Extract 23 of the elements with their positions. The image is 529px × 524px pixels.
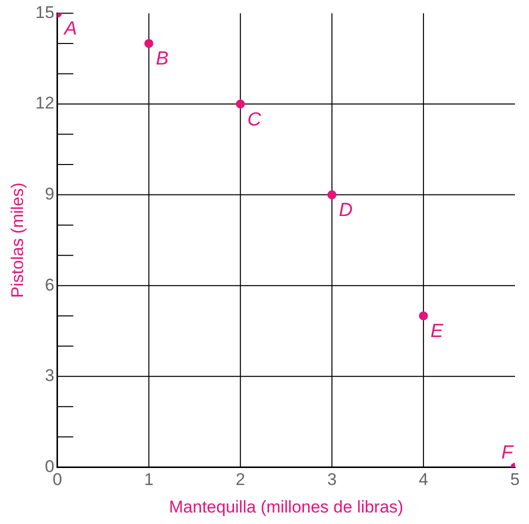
x-tick-label: 4	[418, 470, 428, 490]
x-tick-label: 5	[510, 470, 520, 490]
y-axis-title: Pistolas (miles)	[8, 182, 27, 298]
x-tick-label: 3	[327, 470, 337, 490]
annotation: F	[501, 442, 514, 464]
x-tick-label: 2	[236, 470, 246, 490]
annotation: C	[247, 109, 262, 130]
point	[236, 100, 245, 108]
annotation: D	[338, 200, 353, 222]
point	[418, 311, 428, 320]
annotation: A	[63, 18, 77, 40]
annotation: E	[430, 321, 444, 342]
y-tick-label: 9	[44, 184, 54, 204]
annotation: B	[156, 48, 169, 70]
x-axis-title: Mantequilla (millones de libras)	[168, 497, 404, 516]
point	[144, 38, 154, 48]
x-tick-label: 1	[144, 470, 154, 490]
point	[327, 190, 336, 200]
y-tick-label: 3	[44, 366, 54, 386]
y-tick-label: 12	[35, 94, 54, 113]
y-tick-label: 0	[44, 456, 54, 476]
y-tick-label: 6	[44, 275, 54, 294]
y-tick-label: 15	[35, 2, 54, 22]
